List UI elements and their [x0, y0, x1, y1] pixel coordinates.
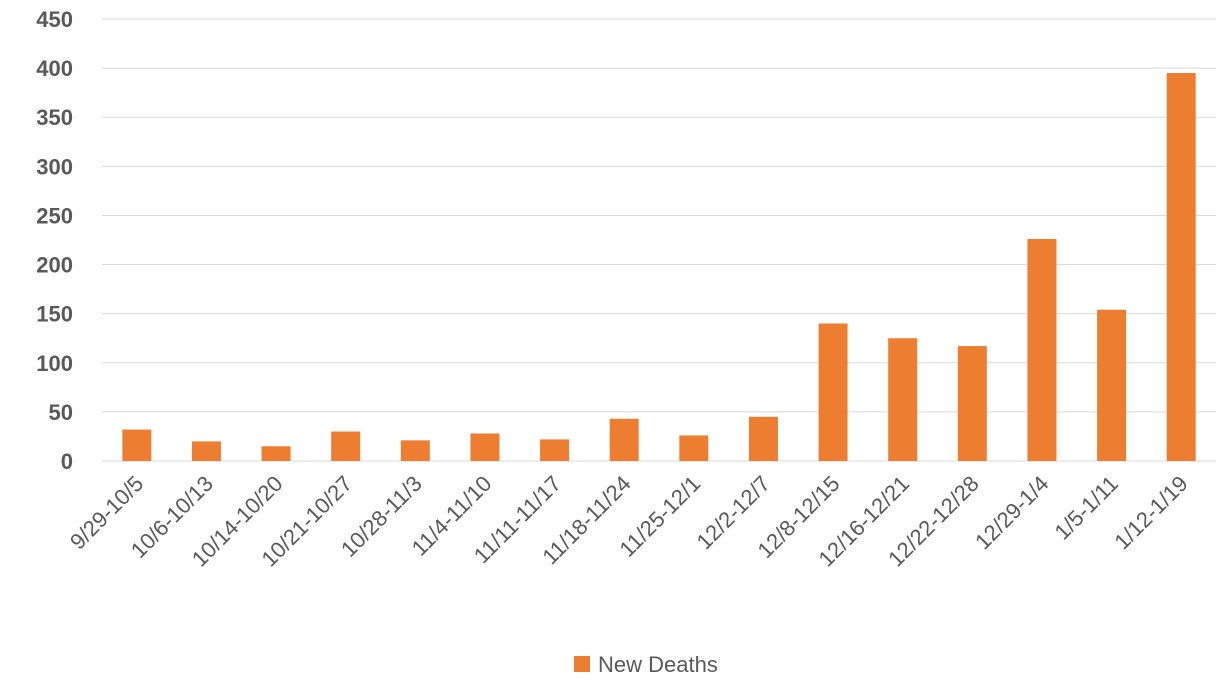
bar — [957, 346, 987, 461]
y-tick-label: 200 — [36, 253, 73, 278]
y-axis-ticks: 0 50 100 150 200 250 300 350 400 450 — [36, 7, 73, 474]
bar — [331, 431, 361, 461]
bars — [122, 73, 1196, 462]
gridlines — [102, 18, 1216, 462]
bar — [888, 338, 918, 461]
legend: New Deaths — [574, 652, 718, 677]
bar — [818, 323, 848, 461]
y-tick-label: 50 — [49, 400, 73, 425]
bar — [1166, 73, 1196, 462]
legend-label: New Deaths — [598, 652, 718, 677]
y-tick-label: 400 — [36, 56, 73, 81]
bar — [1027, 239, 1057, 461]
x-tick-label: 12/29-1/4 — [970, 471, 1053, 554]
bar — [122, 429, 152, 461]
y-tick-label: 350 — [36, 105, 73, 130]
bar — [191, 441, 221, 461]
legend-swatch — [574, 656, 590, 672]
bar — [1097, 309, 1127, 461]
bar — [400, 440, 430, 461]
bar — [470, 433, 500, 461]
y-tick-label: 0 — [61, 449, 73, 474]
y-tick-label: 100 — [36, 351, 73, 376]
y-tick-label: 150 — [36, 302, 73, 327]
x-axis-ticks: 9/29-10/510/6-10/1310/14-10/2010/21-10/2… — [65, 471, 1193, 572]
y-tick-label: 300 — [36, 154, 73, 179]
bar — [609, 418, 639, 461]
bar — [261, 446, 291, 461]
x-tick-label: 1/12-1/19 — [1109, 471, 1192, 554]
bar — [679, 435, 709, 461]
bar — [748, 416, 778, 461]
bar — [540, 439, 570, 461]
y-tick-label: 450 — [36, 7, 73, 32]
y-tick-label: 250 — [36, 203, 73, 228]
